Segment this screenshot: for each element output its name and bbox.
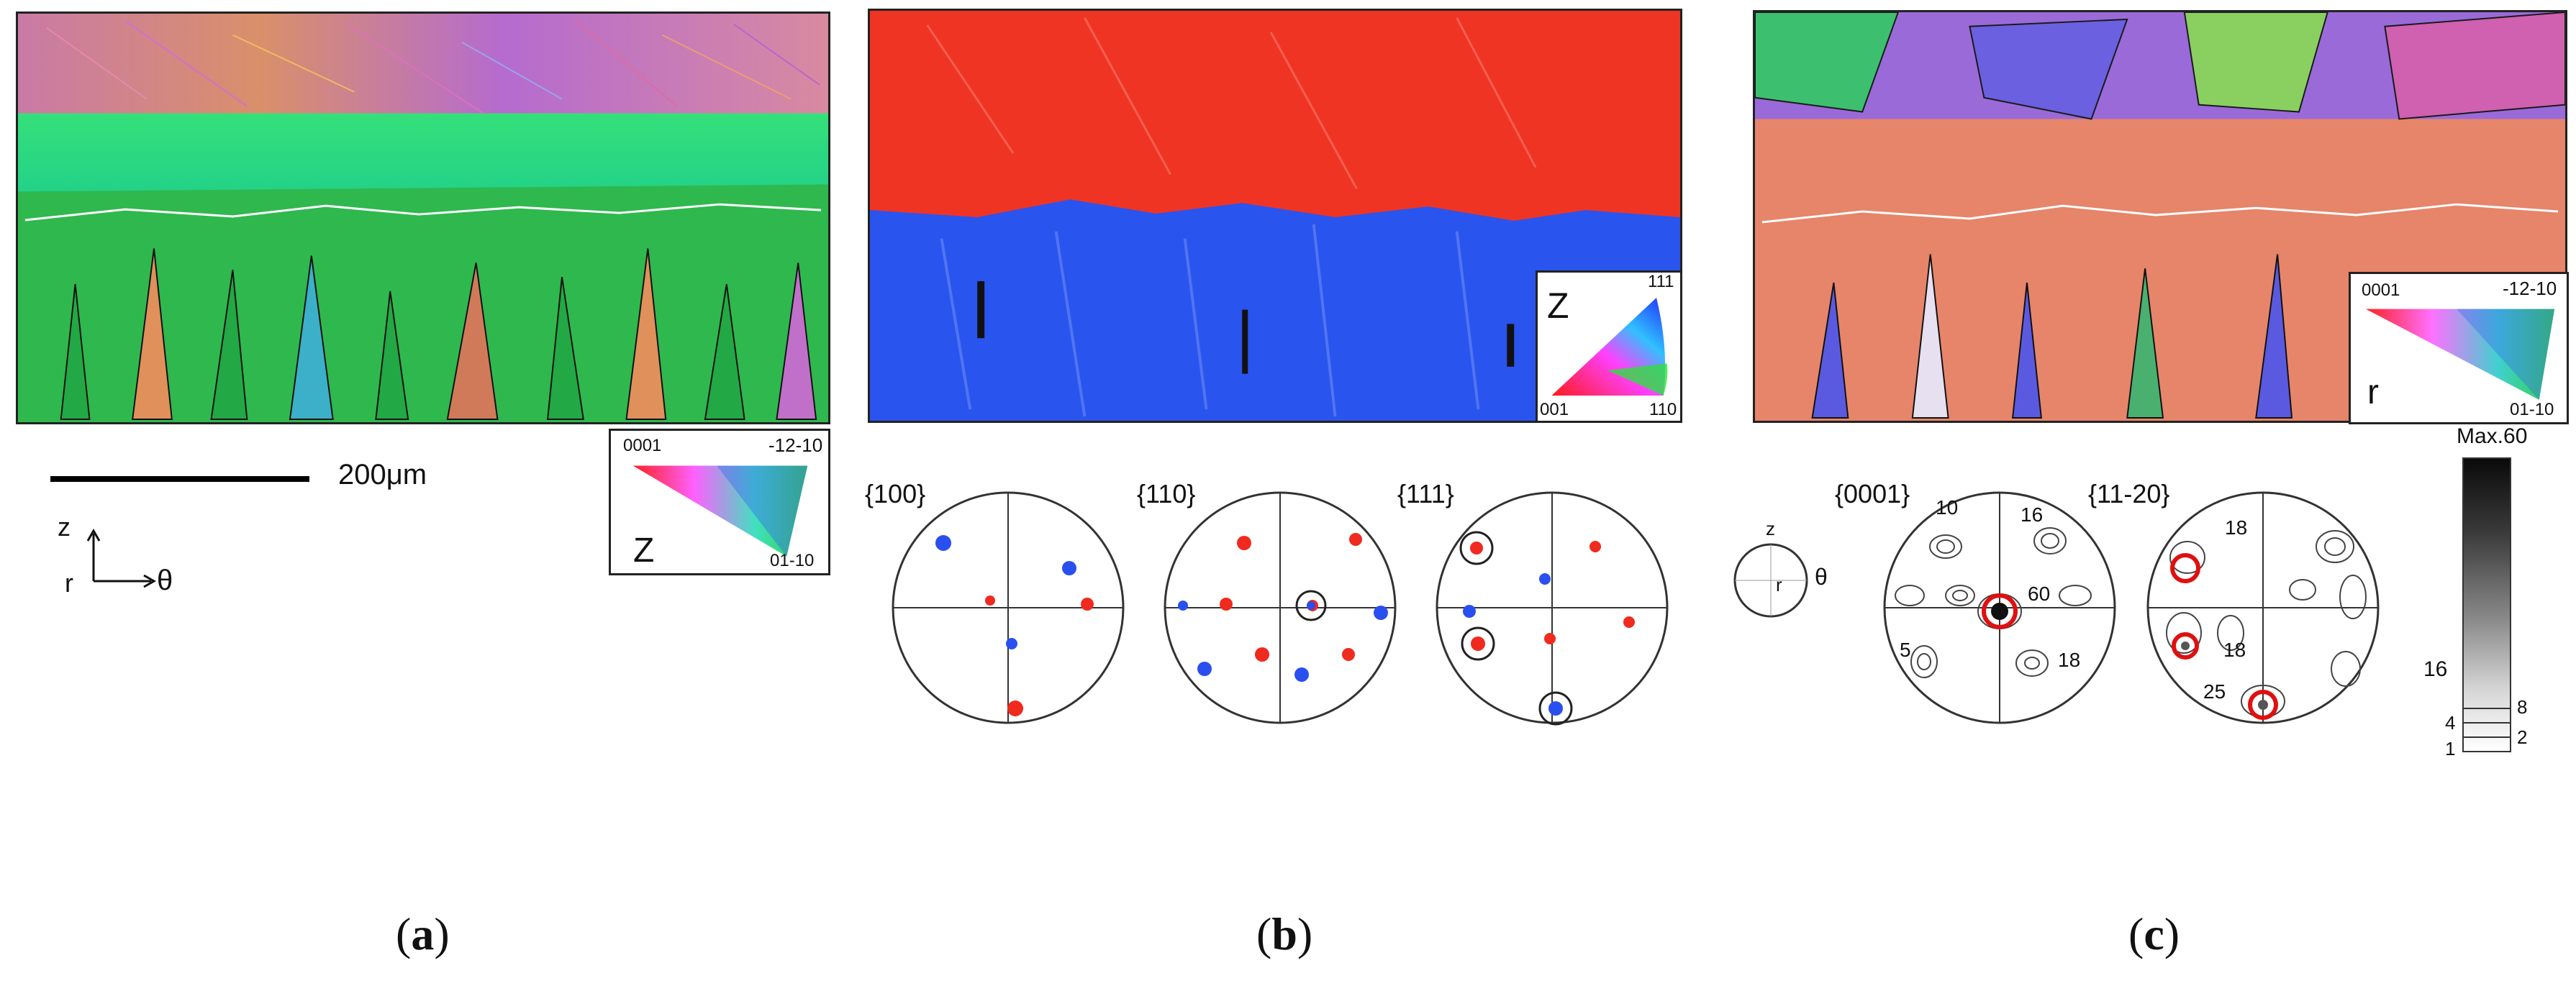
axis-r-label: r [65, 568, 73, 598]
pf2-label-18-mid: 18 [2223, 639, 2246, 661]
legend-a-01-10: 01-10 [770, 551, 815, 570]
pole-figure-0001 [1881, 489, 2118, 726]
pf-title-111: {111} [1397, 479, 1454, 508]
panel-label-b: (b) [1256, 908, 1313, 959]
pf1-label-5: 5 [1900, 639, 1911, 661]
ebsd-map-c [1753, 10, 2567, 423]
legend-c-01-10: 01-10 [2510, 400, 2554, 419]
frame-glyph-c [1731, 541, 1810, 620]
ipf-legend-a [609, 429, 830, 575]
pole-figure-11-20 [2144, 489, 2382, 726]
axis-theta-label: θ [157, 565, 173, 596]
legend-b-axis: Z [1547, 286, 1569, 326]
legend-b-111: 111 [1648, 272, 1674, 291]
pole-figure-111 [1433, 489, 1671, 726]
axis-z-label: z [58, 512, 71, 542]
legend-a-0001: 0001 [623, 436, 662, 455]
ebsd-map-b [868, 9, 1682, 423]
colorbar-tick-2 [2462, 736, 2511, 738]
legend-c-axis: r [2367, 373, 2379, 411]
sample-axes-glyph [50, 518, 201, 604]
scale-bar-label: 200μm [338, 459, 427, 490]
colorbar-max-label: Max.60 [2457, 424, 2528, 448]
pf2-label-25: 25 [2203, 680, 2226, 703]
panel-label-c: (c) [2128, 908, 2180, 959]
legend-a-12-10: -12-10 [768, 434, 823, 456]
pf1-label-18: 18 [2058, 649, 2081, 671]
pole-figure-110 [1161, 489, 1399, 726]
ebsd-map-a [16, 12, 830, 424]
colorbar-label-2: 2 [2517, 726, 2528, 748]
legend-b-001: 001 [1540, 400, 1569, 419]
pf1-label-16: 16 [2021, 503, 2044, 526]
scale-bar [50, 476, 309, 482]
pole-figure-100 [889, 489, 1127, 726]
colorbar-label-16: 16 [2423, 657, 2448, 681]
pf-title-110: {110} [1137, 479, 1196, 508]
colorbar [2462, 457, 2511, 752]
ipf-legend-b [1536, 270, 1682, 423]
frame-r-label: r [1776, 574, 1782, 596]
colorbar-label-8: 8 [2517, 696, 2528, 718]
frame-z-label: z [1766, 518, 1775, 539]
legend-c-12-10: -12-10 [2503, 278, 2557, 299]
colorbar-tick-4 [2462, 722, 2511, 724]
pf-title-0001: {0001} [1835, 479, 1910, 508]
pf1-label-60: 60 [2028, 583, 2051, 605]
pf1-label-10: 10 [1936, 496, 1959, 519]
colorbar-label-4: 4 [2445, 712, 2456, 734]
pf2-label-18-top: 18 [2225, 516, 2248, 539]
ipf-legend-c [2349, 272, 2569, 424]
legend-c-0001: 0001 [2362, 280, 2400, 300]
panel-label-a: (a) [396, 908, 450, 959]
colorbar-tick-8 [2462, 708, 2511, 709]
legend-a-axis: Z [633, 531, 655, 570]
colorbar-label-1: 1 [2445, 738, 2456, 759]
frame-theta-label: θ [1815, 564, 1828, 590]
pf-title-11-20: {11-20} [2088, 479, 2170, 508]
pf-title-100: {100} [865, 479, 926, 508]
legend-b-110: 110 [1649, 400, 1677, 419]
